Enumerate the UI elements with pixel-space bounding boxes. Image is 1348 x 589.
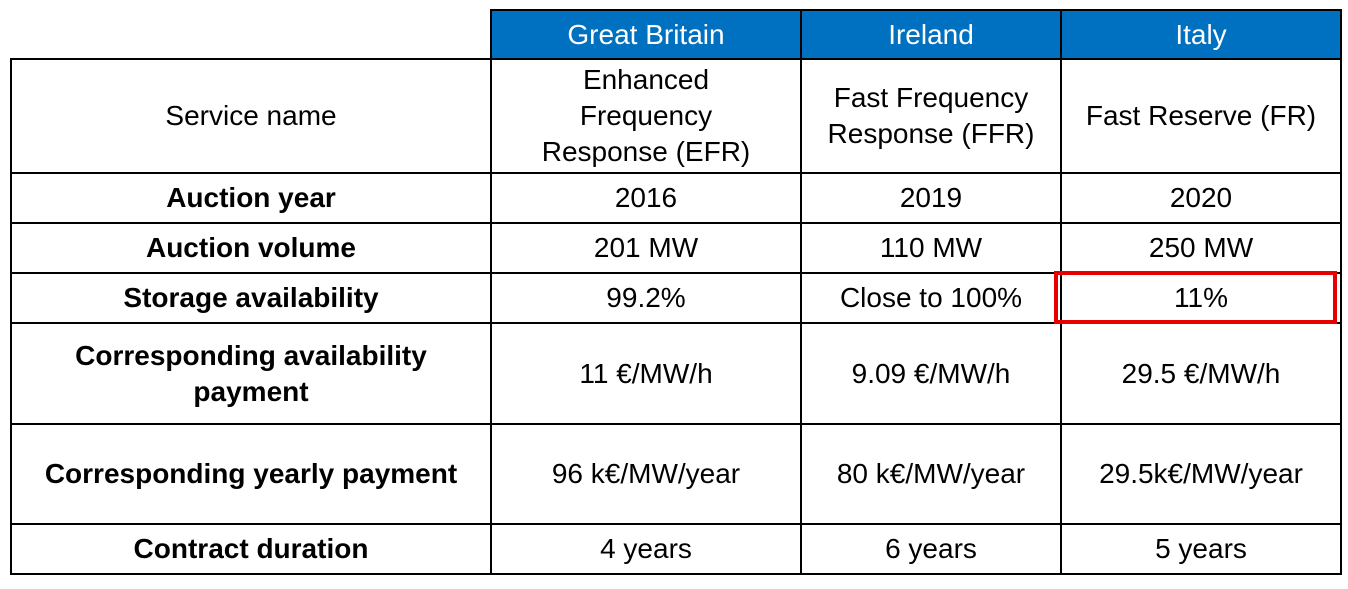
row-label: Auction year xyxy=(10,172,492,224)
table-cell: 250 MW xyxy=(1060,222,1342,274)
column-header-great-britain: Great Britain xyxy=(490,9,802,60)
table-row: Corresponding yearly payment 96 k€/MW/ye… xyxy=(10,423,1342,525)
row-label: Storage availability xyxy=(10,272,492,324)
table-cell: 29.5k€/MW/year xyxy=(1060,423,1342,525)
comparison-table: Great Britain Ireland Italy Service name… xyxy=(10,9,1342,575)
table-cell: 5 years xyxy=(1060,523,1342,575)
row-label: Corresponding availability payment xyxy=(10,322,492,425)
table-row: Service name Enhanced Frequency Response… xyxy=(10,58,1342,174)
table-cell: 4 years xyxy=(490,523,802,575)
table-cell: 110 MW xyxy=(800,222,1062,274)
table-cell-highlighted: 11% xyxy=(1060,272,1342,324)
table-cell: 2019 xyxy=(800,172,1062,224)
table-cell: 2016 xyxy=(490,172,802,224)
table-row: Contract duration 4 years 6 years 5 year… xyxy=(10,523,1342,575)
table-cell: 11 €/MW/h xyxy=(490,322,802,425)
table-cell: 9.09 €/MW/h xyxy=(800,322,1062,425)
table-row: Storage availability 99.2% Close to 100%… xyxy=(10,272,1342,324)
table-cell: 201 MW xyxy=(490,222,802,274)
row-label: Corresponding yearly payment xyxy=(10,423,492,525)
table-row: Auction volume 201 MW 110 MW 250 MW xyxy=(10,222,1342,274)
table-cell: 96 k€/MW/year xyxy=(490,423,802,525)
column-header-ireland: Ireland xyxy=(800,9,1062,60)
table-row: Corresponding availability payment 11 €/… xyxy=(10,322,1342,425)
corner-cell xyxy=(11,10,491,59)
table-cell: Fast Reserve (FR) xyxy=(1060,58,1342,174)
column-header-italy: Italy xyxy=(1060,9,1342,60)
table-cell: 80 k€/MW/year xyxy=(800,423,1062,525)
table-cell: 6 years xyxy=(800,523,1062,575)
table-row: Auction year 2016 2019 2020 xyxy=(10,172,1342,224)
row-label: Auction volume xyxy=(10,222,492,274)
header-row: Great Britain Ireland Italy xyxy=(11,9,1342,60)
table-cell: 2020 xyxy=(1060,172,1342,224)
table-cell: 29.5 €/MW/h xyxy=(1060,322,1342,425)
row-label: Contract duration xyxy=(10,523,492,575)
row-label: Service name xyxy=(10,58,492,174)
table-cell: Close to 100% xyxy=(800,272,1062,324)
table-cell: Fast Frequency Response (FFR) xyxy=(800,58,1062,174)
table-cell: Enhanced Frequency Response (EFR) xyxy=(490,58,802,174)
table-cell: 99.2% xyxy=(490,272,802,324)
